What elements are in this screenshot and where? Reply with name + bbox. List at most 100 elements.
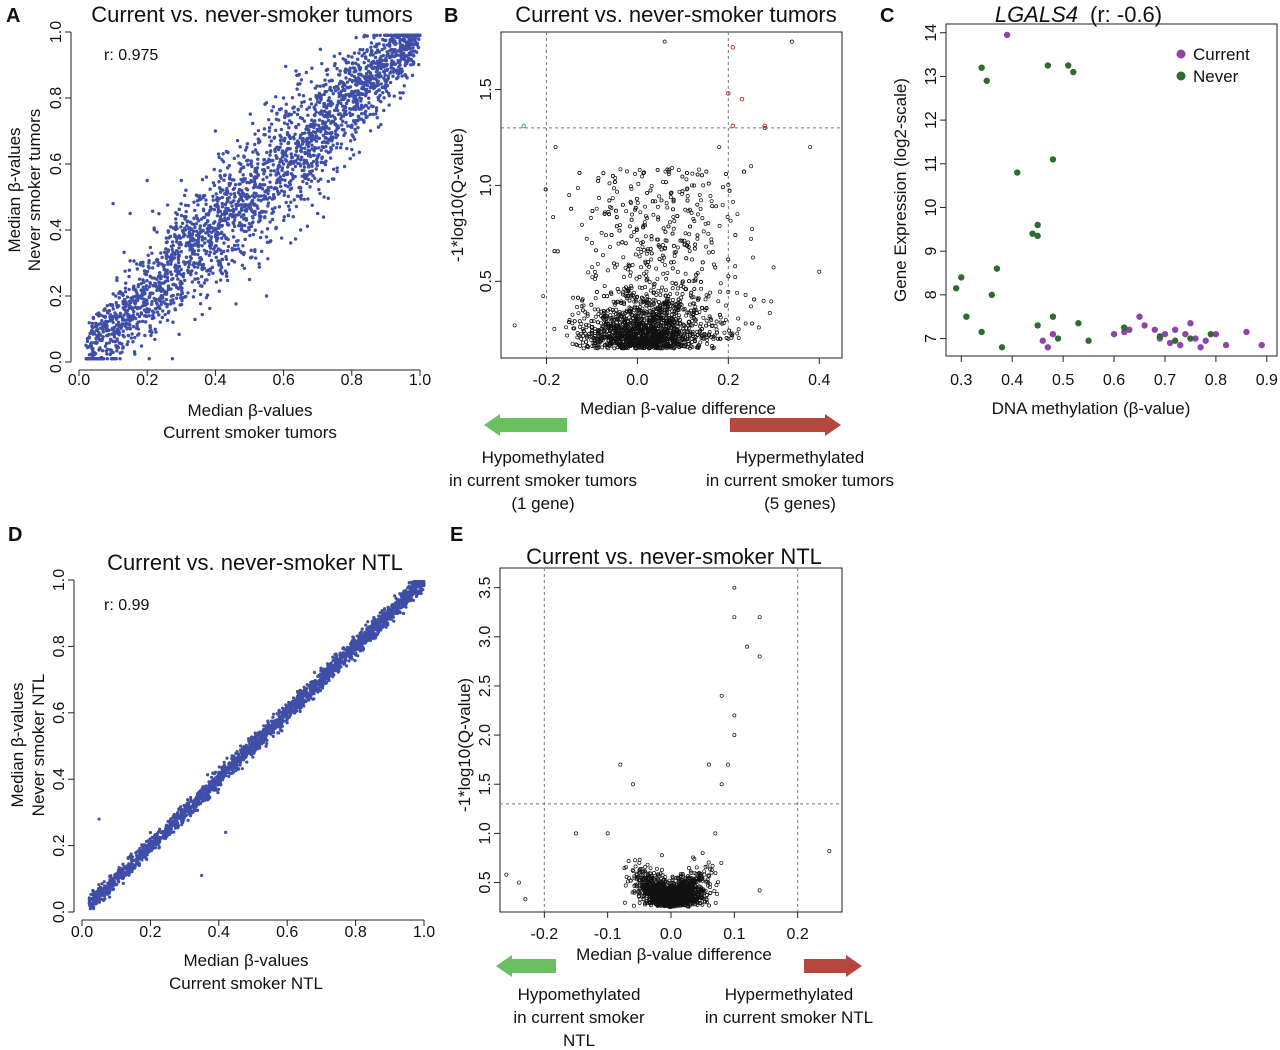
data-point — [107, 332, 111, 337]
data-point — [577, 324, 582, 329]
data-point — [233, 194, 237, 199]
data-point — [142, 308, 147, 312]
data-point — [265, 160, 269, 165]
data-point — [335, 142, 340, 146]
data-point — [238, 182, 242, 186]
data-point — [336, 133, 340, 138]
data-point — [165, 254, 169, 258]
data-point — [627, 224, 632, 229]
data-point — [364, 72, 369, 76]
data-point — [317, 152, 321, 157]
data-point — [290, 95, 295, 100]
data-point — [601, 253, 605, 258]
data-point — [291, 215, 296, 219]
data-point — [209, 230, 214, 235]
data-point — [671, 207, 675, 212]
data-point — [322, 140, 327, 144]
data-point — [348, 156, 352, 161]
data-point — [171, 282, 175, 287]
data-point — [148, 281, 152, 286]
data-point — [993, 265, 1001, 272]
data-point — [324, 159, 328, 163]
data-point — [243, 202, 248, 207]
series-never — [952, 62, 1215, 351]
data-point — [327, 111, 332, 115]
data-point — [236, 199, 241, 204]
data-point — [648, 288, 653, 293]
data-point — [150, 209, 155, 213]
data-point — [330, 78, 334, 82]
data-point — [332, 54, 337, 58]
data-point — [318, 177, 323, 181]
data-point — [217, 155, 221, 160]
data-point — [179, 178, 183, 183]
data-point — [313, 119, 317, 123]
data-point — [353, 127, 357, 132]
data-point — [714, 319, 719, 324]
data-point — [639, 250, 644, 254]
data-point — [269, 185, 273, 189]
data-point — [666, 224, 671, 229]
data-point — [182, 193, 187, 198]
data-point — [247, 195, 252, 199]
data-point — [219, 217, 223, 222]
data-point — [601, 294, 606, 299]
y-tick-label: 7 — [923, 334, 940, 343]
data-point — [160, 255, 164, 260]
data-point — [341, 93, 345, 98]
data-point — [194, 271, 198, 275]
data-point — [145, 178, 149, 183]
data-point — [358, 47, 362, 52]
x-tick-label: 0.7 — [1154, 372, 1176, 389]
data-point — [278, 157, 283, 162]
panel-b-hyper-line-1: Hypermethylated — [736, 448, 865, 467]
data-point — [196, 252, 200, 257]
data-point — [256, 157, 260, 161]
data-point — [388, 80, 393, 85]
data-point — [279, 142, 283, 146]
data-point — [196, 232, 201, 236]
data-point — [302, 165, 307, 169]
data-point — [95, 327, 100, 332]
data-point — [95, 312, 99, 316]
data-point — [359, 107, 363, 111]
data-point — [658, 292, 663, 297]
data-point — [137, 277, 142, 281]
data-point — [418, 33, 422, 37]
data-point — [123, 318, 127, 322]
data-point — [387, 103, 391, 107]
data-point — [325, 72, 330, 77]
data-point — [364, 65, 369, 69]
data-point — [306, 113, 310, 118]
data-point — [372, 76, 376, 81]
data-point — [608, 244, 612, 249]
data-point — [131, 295, 135, 299]
data-point — [196, 219, 201, 223]
data-point — [107, 341, 112, 345]
data-point — [165, 318, 170, 323]
data-point — [299, 155, 304, 159]
data-point — [289, 155, 294, 160]
data-point — [198, 302, 203, 306]
data-point — [306, 177, 311, 182]
data-point — [261, 183, 265, 187]
data-point — [697, 192, 702, 197]
data-point — [599, 230, 604, 235]
data-point — [222, 173, 227, 178]
data-point — [348, 70, 352, 74]
data-point — [133, 335, 137, 340]
panel-a: A Current vs. never-smoker tumors r: 0.9… — [5, 2, 431, 442]
data-point — [412, 33, 416, 37]
data-point — [404, 33, 408, 37]
data-point — [218, 278, 223, 282]
data-point — [296, 154, 300, 158]
data-point — [615, 189, 620, 194]
data-point — [260, 230, 264, 234]
data-point — [294, 149, 299, 153]
data-point — [235, 138, 240, 143]
data-point — [123, 290, 128, 294]
data-point — [140, 319, 145, 323]
data-point — [320, 119, 325, 124]
data-point — [320, 125, 325, 130]
data-point — [321, 133, 326, 138]
